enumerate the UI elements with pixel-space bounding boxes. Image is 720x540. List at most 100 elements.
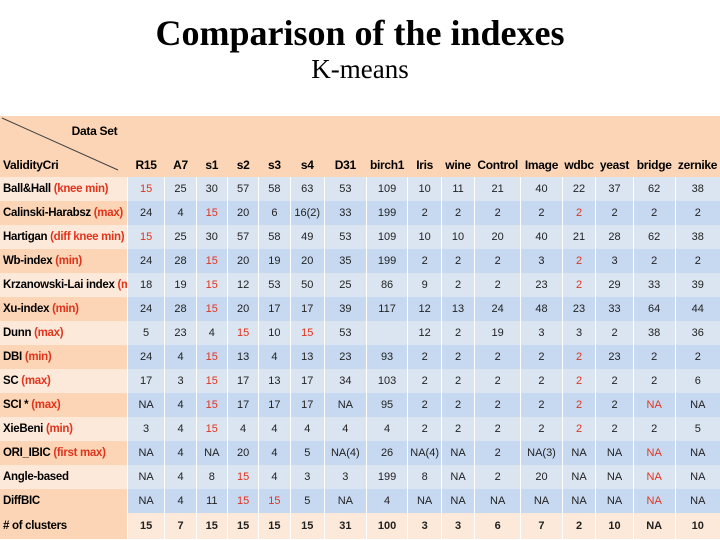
value-cell: 2 [474,393,521,417]
criterion-rule: (knee min) [53,183,109,195]
criterion-name: XieBeni [3,423,44,435]
value-cell: 11 [195,489,228,513]
value-cell: 18 [126,273,165,297]
value-cell: 199 [365,201,408,225]
value-cell: 2 [561,345,596,369]
value-cell: 15 [258,489,291,513]
value-cell: 4 [323,417,367,441]
cluster-count-cell: 7 [520,513,563,539]
value-cell: 15 [195,369,228,393]
value-cell: 2 [595,369,634,393]
cluster-count-cell: 6 [474,513,521,539]
value-cell: 24 [126,345,165,369]
value-cell: NA [674,393,720,417]
value-cell: 4 [226,417,259,441]
column-header: s2 [227,116,259,177]
table-row: Hartigan (diff knee min) 15 25 30 57 58 49 53 10… [0,225,720,249]
comparison-table: Data Set ValidityCri R15 A7 s1 s2 s3 s4 D31 bir… [0,116,720,539]
value-cell: 15 [195,393,228,417]
criterion-name: Xu-index [3,303,50,315]
value-cell: 2 [561,369,596,393]
criterion-name-cell: DiffBIC [0,489,128,513]
corner-criterion-label: ValidityCri [3,158,59,172]
value-cell: 4 [164,393,197,417]
value-cell: 21 [561,225,596,249]
table-row: DBI (min) 24 4 15 13 4 13 23 93 2 2 2 2 2 23 2 2 [0,345,720,369]
table-row: Angle-based NA 4 8 15 4 3 3 199 8 NA 2 20 NA NA NA NA [0,465,720,489]
criterion-name: Ball&Hall [3,183,51,195]
value-cell: 2 [407,369,442,393]
value-cell: NA(4) [407,441,442,465]
value-cell: NA [632,441,676,465]
cluster-count-cell: 2 [561,513,596,539]
cluster-count-cell: 15 [126,513,165,539]
value-cell: 6 [258,201,291,225]
value-cell: NA(3) [520,441,563,465]
cluster-count-label: # of clusters [0,513,128,539]
value-cell: 2 [520,201,563,225]
value-cell: 19 [164,273,197,297]
value-cell: NA [674,489,720,513]
value-cell: 15 [195,273,228,297]
criterion-name: Dunn [3,327,32,339]
value-cell: 2 [520,393,563,417]
value-cell: 10 [407,177,442,201]
value-cell: 109 [365,177,408,201]
table-row: Calinski-Harabsz (max) 24 4 15 20 6 16(2) 33 199… [0,201,720,225]
value-cell: 2 [632,249,676,273]
criterion-rule: (diff knee min) [50,231,125,243]
value-cell: 3 [595,249,634,273]
value-cell: 15 [195,297,228,321]
value-cell: 2 [474,201,521,225]
value-cell: 2 [674,249,720,273]
table-row: SC (max) 17 3 15 17 13 17 34 103 2 2 2 2 2 2 2 6 [0,369,720,393]
value-cell: 8 [407,465,442,489]
value-cell: 13 [440,297,475,321]
value-cell: 13 [258,369,291,393]
value-cell: NA [632,489,676,513]
value-cell: 2 [440,321,475,345]
criterion-name: ORI_IBIC [3,447,51,459]
value-cell: 15 [226,321,259,345]
value-cell: 4 [164,201,197,225]
value-cell: 38 [674,177,720,201]
value-cell: 40 [520,225,563,249]
value-cell: 2 [595,201,634,225]
cluster-count-cell: 7 [164,513,197,539]
value-cell: 17 [289,393,325,417]
criterion-name-cell: Dunn (max) [0,321,128,345]
value-cell: 93 [365,345,408,369]
value-cell: 23 [595,345,634,369]
value-cell: 2 [674,201,720,225]
value-cell: 5 [674,417,720,441]
value-cell: 38 [632,321,676,345]
corner-cell: Data Set ValidityCri [0,116,128,177]
criterion-name-cell: Angle-based [0,465,128,489]
value-cell: 24 [126,249,165,273]
criterion-name: SC [3,375,19,387]
value-cell: 4 [164,441,197,465]
value-cell: 12 [407,297,442,321]
value-cell: 4 [365,489,408,513]
value-cell: 23 [164,321,197,345]
value-cell: 2 [440,201,475,225]
value-cell: 3 [520,321,563,345]
value-cell: 103 [365,369,408,393]
value-cell: 13 [226,345,259,369]
value-cell: 2 [407,345,442,369]
column-header: s3 [258,116,291,177]
value-cell: 37 [595,177,634,201]
value-cell: 20 [226,201,259,225]
value-cell: 28 [164,297,197,321]
table-row: Wb-index (min) 24 28 15 20 19 20 35 199 2 2 2 3 2 3 2 2 [0,249,720,273]
value-cell: 17 [258,393,291,417]
value-cell: 10 [407,225,442,249]
criterion-name: SCI * [3,399,29,411]
criterion-rule: (min) [24,351,52,363]
value-cell: 30 [195,177,228,201]
value-cell: 22 [561,177,596,201]
value-cell: NA [323,489,367,513]
value-cell: NA [407,489,442,513]
value-cell: 53 [323,321,367,345]
value-cell: 2 [520,417,563,441]
